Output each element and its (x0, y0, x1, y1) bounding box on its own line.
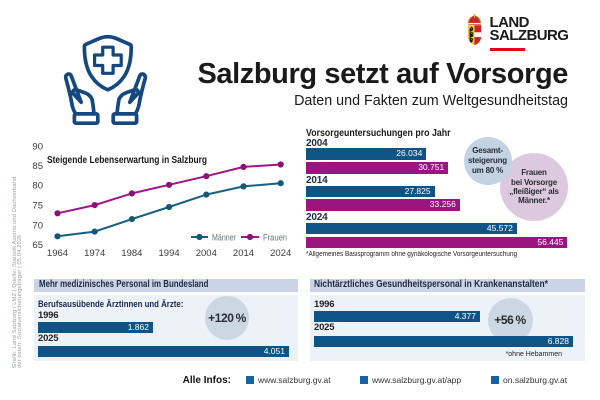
svg-text:1974: 1974 (84, 248, 105, 259)
svg-text:85: 85 (32, 161, 43, 172)
svg-text:Männer: Männer (212, 233, 236, 243)
svg-text:70: 70 (32, 220, 43, 231)
svg-text:90: 90 (32, 142, 43, 153)
svg-text:2014: 2014 (233, 248, 254, 259)
svg-text:Steigende Lebenserwartung in S: Steigende Lebenserwartung in Salzburg (47, 155, 207, 166)
svg-text:1994: 1994 (159, 248, 180, 259)
svg-text:75: 75 (32, 201, 43, 212)
svg-text:80: 80 (32, 181, 43, 192)
svg-text:Frauen: Frauen (263, 233, 287, 243)
svg-text:1984: 1984 (121, 248, 142, 259)
svg-text:1964: 1964 (47, 248, 68, 259)
svg-text:2004: 2004 (196, 248, 217, 259)
svg-text:65: 65 (32, 240, 43, 251)
svg-text:2024: 2024 (270, 248, 291, 259)
